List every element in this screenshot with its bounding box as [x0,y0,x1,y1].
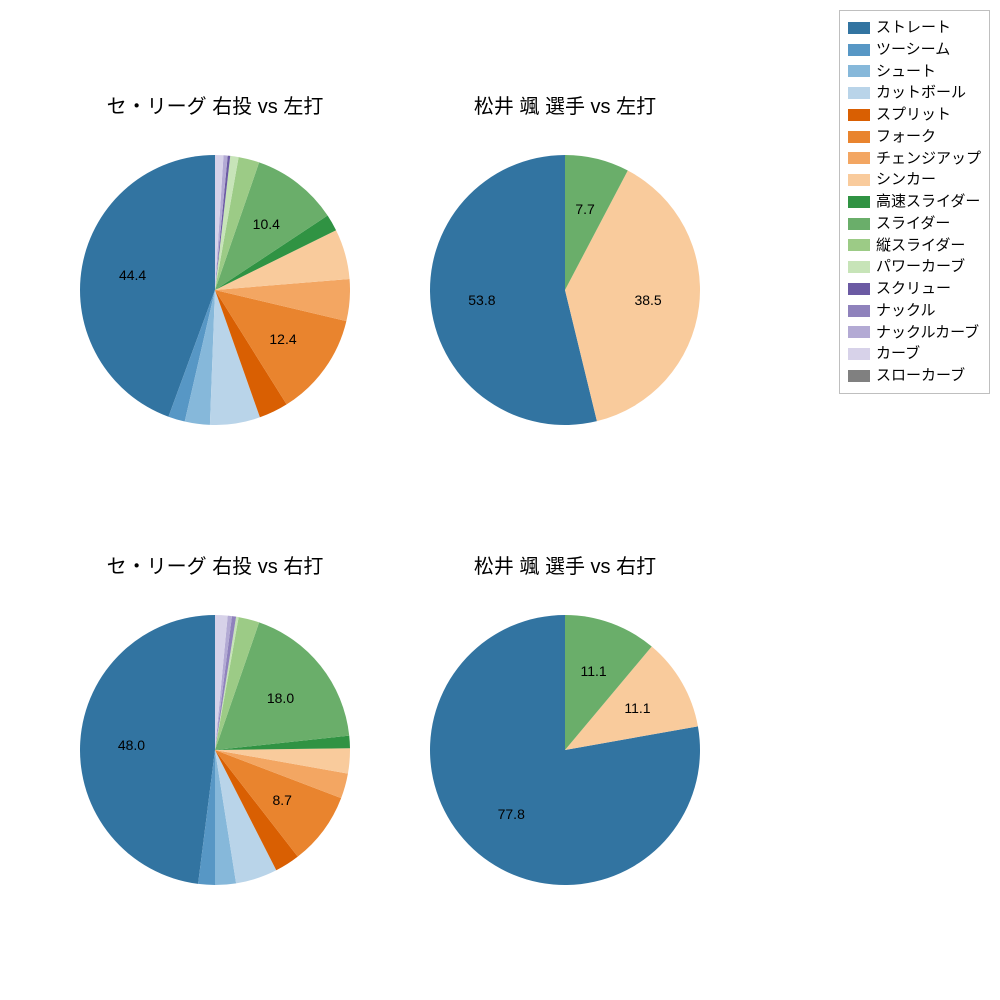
legend: ストレートツーシームシュートカットボールスプリットフォークチェンジアップシンカー… [839,10,990,394]
pie-chart-bl: 48.0 8.7 18.0 [80,615,350,885]
pie-slice-label: 7.7 [575,201,594,217]
legend-label: 縦スライダー [876,235,965,257]
pie-slice-label: 11.1 [580,663,606,679]
legend-item: スライダー [848,213,981,235]
pie-slice-label: 18.0 [267,690,294,706]
legend-label: カーブ [876,343,920,365]
pie-slice-label: 77.8 [498,806,525,822]
pie-slice-label: 48.0 [118,737,145,753]
chart-title-tl: セ・リーグ 右投 vs 左打 [65,90,365,119]
pie-chart-tr: 53.8 38.5 7.7 [430,155,700,425]
pie-slice-label: 53.8 [468,292,495,308]
legend-item: 高速スライダー [848,191,981,213]
legend-label: チェンジアップ [876,148,981,170]
legend-item: スローカーブ [848,365,981,387]
legend-swatch [848,196,870,208]
legend-label: ツーシーム [876,39,950,61]
legend-label: ナックルカーブ [876,322,979,344]
legend-label: ストレート [876,17,951,39]
pie-slice-label: 11.1 [624,700,650,716]
legend-item: スクリュー [848,278,981,300]
figure: セ・リーグ 右投 vs 左打 松井 颯 選手 vs 左打 セ・リーグ 右投 vs… [0,0,1000,1000]
legend-swatch [848,218,870,230]
legend-swatch [848,87,870,99]
legend-label: スプリット [876,104,951,126]
pie-slice-label: 38.5 [634,292,661,308]
legend-item: 縦スライダー [848,235,981,257]
legend-item: スプリット [848,104,981,126]
legend-item: ストレート [848,17,981,39]
legend-label: フォーク [876,126,936,148]
legend-swatch [848,305,870,317]
chart-title-tr: 松井 颯 選手 vs 左打 [415,90,715,119]
legend-swatch [848,370,870,382]
legend-swatch [848,65,870,77]
legend-swatch [848,44,870,56]
legend-item: パワーカーブ [848,256,981,278]
pie-chart-br: 77.8 11.1 11.1 [430,615,700,885]
legend-label: パワーカーブ [876,256,965,278]
pie-slice-label: 44.4 [119,267,146,283]
legend-swatch [848,348,870,360]
legend-item: カットボール [848,82,981,104]
pie-slice-label: 8.7 [273,792,292,808]
legend-label: スライダー [876,213,950,235]
legend-label: スローカーブ [876,365,965,387]
chart-title-br: 松井 颯 選手 vs 右打 [415,550,715,579]
legend-label: スクリュー [876,278,951,300]
legend-item: シンカー [848,169,981,191]
legend-item: フォーク [848,126,981,148]
legend-swatch [848,239,870,251]
legend-swatch [848,261,870,273]
legend-item: カーブ [848,343,981,365]
legend-label: ナックル [876,300,936,322]
legend-swatch [848,326,870,338]
pie-chart-tl: 44.4 12.4 10.4 [80,155,350,425]
legend-item: ツーシーム [848,39,981,61]
legend-label: 高速スライダー [876,191,980,213]
legend-swatch [848,152,870,164]
legend-swatch [848,22,870,34]
legend-item: チェンジアップ [848,148,981,170]
pie-slice [80,615,215,884]
pie-slice-label: 10.4 [253,216,280,232]
pie-slice-label: 12.4 [269,331,296,347]
legend-item: ナックル [848,300,981,322]
legend-swatch [848,131,870,143]
legend-label: シュート [876,61,936,83]
legend-swatch [848,283,870,295]
legend-item: ナックルカーブ [848,322,981,344]
legend-item: シュート [848,61,981,83]
legend-label: カットボール [876,82,966,104]
legend-label: シンカー [876,169,936,191]
chart-title-bl: セ・リーグ 右投 vs 右打 [65,550,365,579]
legend-swatch [848,174,870,186]
legend-swatch [848,109,870,121]
